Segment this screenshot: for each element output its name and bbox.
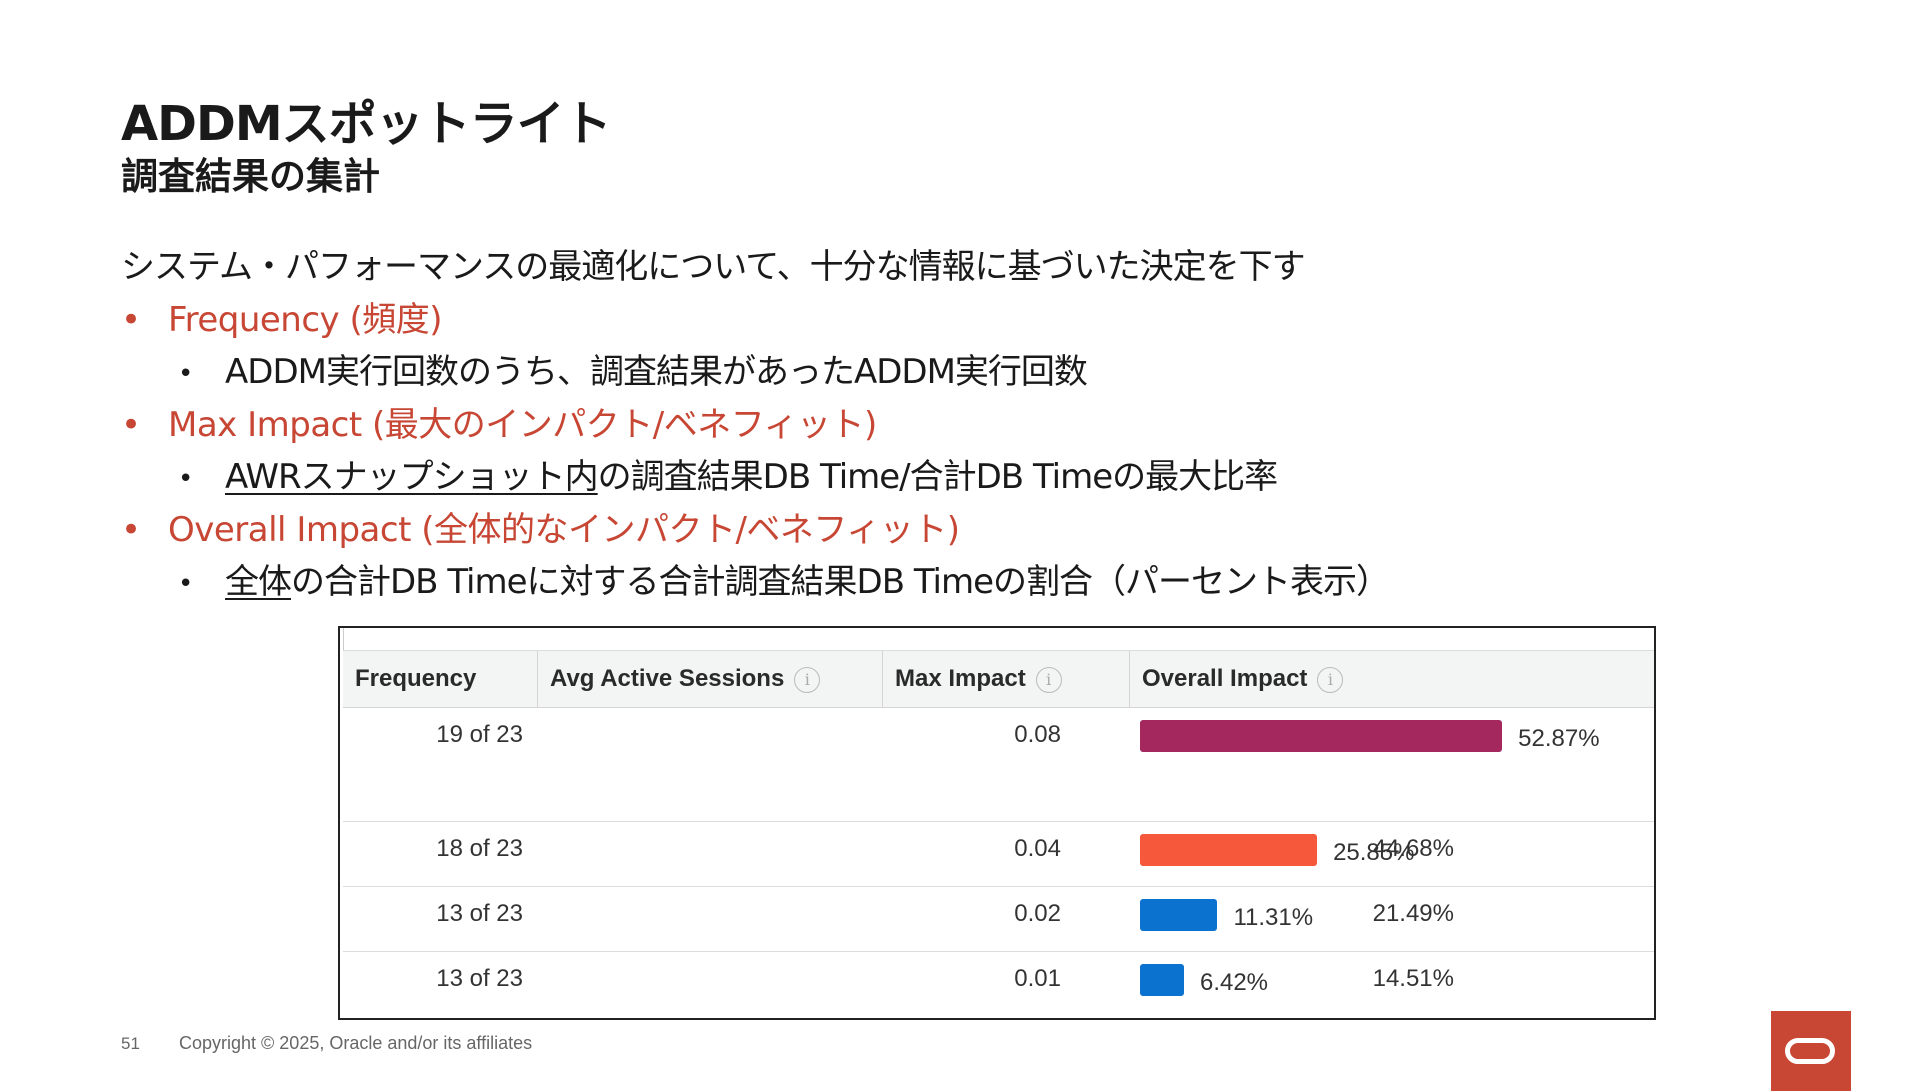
lead-text: システム・パフォーマンスの最適化について、十分な情報に基づいた決定を下す: [121, 247, 1306, 287]
cell-max-impact: 44.68%: [1372, 835, 1454, 862]
bullet-label: Max Impact (最大のインパクト/ベネフィット): [168, 405, 877, 445]
cell-avg-active-sessions: 0.08: [1014, 721, 1061, 748]
sub-bullet-text: ADDM実行回数のうち、調査結果があったADDM実行回数: [225, 352, 1088, 392]
page-number: 51: [121, 1034, 140, 1053]
copyright-text: Copyright © 2025, Oracle and/or its affi…: [179, 1033, 533, 1053]
cell-frequency: 13 of 23: [436, 965, 523, 992]
header-max-impact[interactable]: Max Impact i: [883, 651, 1130, 707]
bullet-label: Overall Impact (全体的なインパクト/ベネフィット): [168, 510, 960, 550]
header-label: Max Impact: [895, 665, 1026, 692]
table-row[interactable]: 13 of 23 0.02 21.49% 11.31%: [343, 886, 1654, 952]
sub-bullet-overall-impact: • 全体の合計DB Timeに対する合計調査結果DB Timeの割合（パーセント表…: [121, 562, 1621, 615]
table-header: Frequency Avg Active Sessions i Max Impac…: [343, 650, 1654, 708]
table-top-strip: [343, 628, 1654, 650]
overall-impact-bar: [1140, 964, 1184, 996]
header-frequency[interactable]: Frequency: [343, 651, 538, 707]
header-overall-impact[interactable]: Overall Impact i: [1130, 651, 1654, 707]
info-icon[interactable]: i: [1035, 666, 1062, 693]
oracle-logo-icon: [1771, 1011, 1851, 1091]
cell-avg-active-sessions: 0.04: [1014, 835, 1061, 862]
cell-frequency: 13 of 23: [436, 900, 523, 927]
bullet-max-impact: • Max Impact (最大のインパクト/ベネフィット): [121, 405, 1621, 457]
bullet-dot: •: [121, 405, 141, 445]
table-row[interactable]: 18 of 23 0.04 44.68% 25.85%: [343, 821, 1654, 887]
slide-title: ADDMスポットライト: [121, 96, 612, 152]
overall-impact-label: 6.42%: [1199, 969, 1269, 996]
overall-impact-label: 52.87%: [1518, 725, 1600, 752]
bullet-dot: •: [178, 359, 193, 389]
cell-max-impact: 14.51%: [1372, 965, 1454, 992]
sub-bullet-text: の合計DB Timeに対する合計調査結果DB Timeの割合（パーセント表示）: [291, 562, 1390, 602]
bullet-dot: •: [178, 464, 193, 494]
slide-subtitle: 調査結果の集計: [121, 155, 380, 198]
cell-avg-active-sessions: 0.02: [1014, 900, 1061, 927]
overall-impact-label: 11.31%: [1233, 904, 1314, 931]
bullet-dot: •: [178, 569, 193, 599]
overall-impact-bar: [1140, 899, 1218, 931]
cell-frequency: 18 of 23: [436, 835, 523, 862]
overall-impact-label: 25.85%: [1333, 839, 1415, 866]
bullet-frequency: • Frequency (頻度): [121, 300, 1621, 352]
cell-frequency: 19 of 23: [436, 721, 523, 748]
bullet-label: Frequency (頻度): [168, 300, 442, 340]
info-icon[interactable]: i: [1317, 666, 1344, 693]
table-row[interactable]: 19 of 23 0.08 78.05% 52.87%: [343, 707, 1654, 822]
cell-max-impact: 21.49%: [1372, 900, 1454, 927]
table-row[interactable]: 13 of 23 0.01 14.51% 6.42%: [343, 951, 1654, 1016]
header-label: Overall Impact: [1142, 665, 1308, 692]
overall-impact-bar: [1140, 720, 1503, 752]
bullet-overall-impact: • Overall Impact (全体的なインパクト/ベネフィット): [121, 510, 1621, 562]
sub-bullet-text: の調査結果DB Time/合計DB Timeの最大比率: [597, 457, 1278, 497]
header-avg-active-sessions[interactable]: Avg Active Sessions i: [538, 651, 883, 707]
overall-impact-bar: [1140, 834, 1318, 866]
findings-table-screenshot: Frequency Avg Active Sessions i Max Impac…: [338, 626, 1656, 1020]
header-label: Avg Active Sessions: [550, 665, 785, 692]
bullet-dot: •: [121, 510, 141, 550]
cell-avg-active-sessions: 0.01: [1014, 965, 1061, 992]
sub-bullet-max-impact: • AWRスナップショット内の調査結果DB Time/合計DB Timeの最大比率: [121, 457, 1621, 510]
sub-bullet-frequency: • ADDM実行回数のうち、調査結果があったADDM実行回数: [121, 352, 1621, 405]
bullet-dot: •: [121, 300, 141, 340]
bullet-list: • Frequency (頻度) • ADDM実行回数のうち、調査結果があったADD…: [121, 300, 1621, 615]
logo-ring: [1785, 1038, 1835, 1064]
underlined-text: 全体: [225, 562, 292, 602]
info-icon[interactable]: i: [794, 666, 821, 693]
underlined-text: AWRスナップショット内: [225, 457, 599, 497]
header-label: Frequency: [355, 665, 477, 692]
